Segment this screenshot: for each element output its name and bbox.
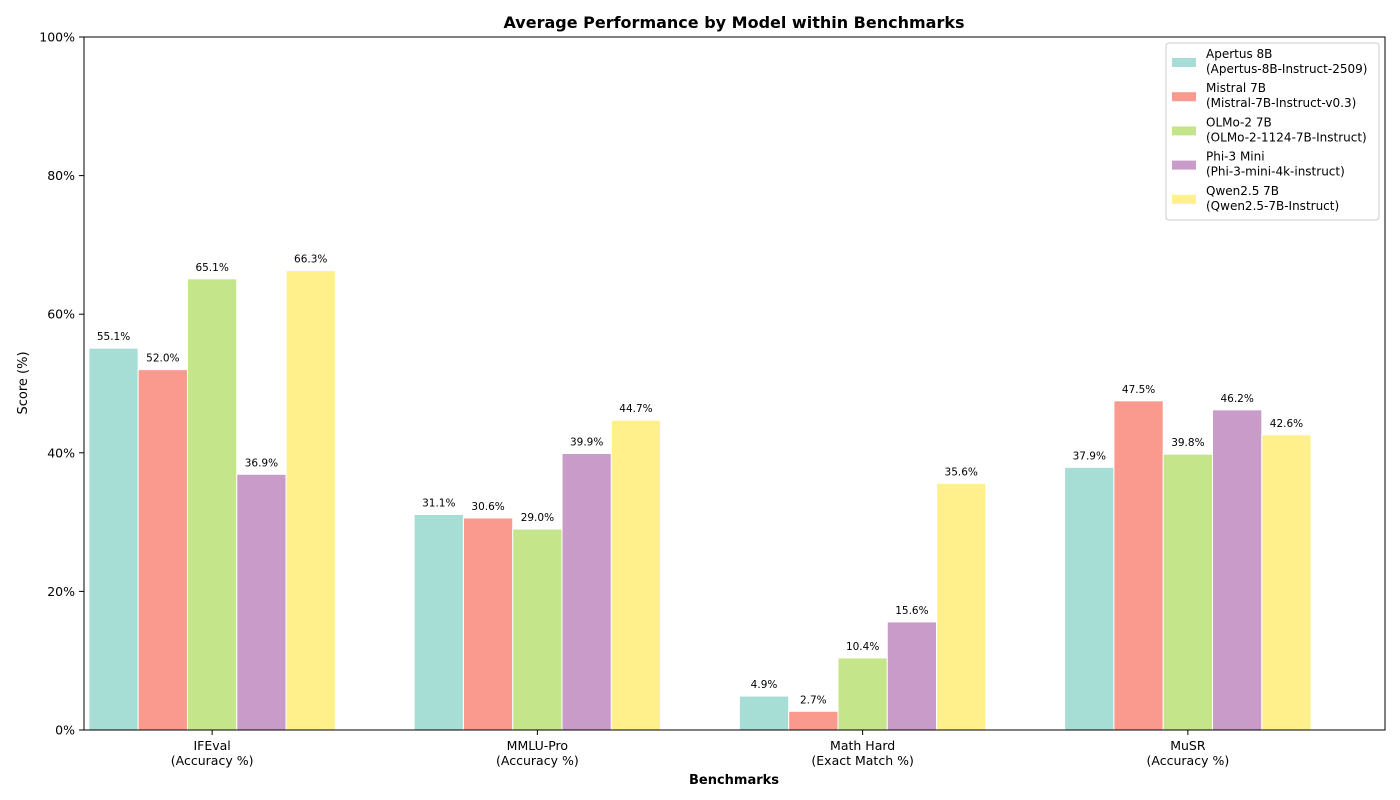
bar-value-label: 36.9% — [245, 457, 278, 469]
bar — [285, 270, 336, 731]
bar-value-label: 46.2% — [1220, 393, 1253, 405]
bar — [137, 369, 188, 731]
bar-value-label: 47.5% — [1122, 384, 1155, 396]
bar-value-label: 35.6% — [945, 466, 978, 478]
bar — [936, 482, 987, 731]
y-tick-label: 20% — [47, 584, 75, 599]
value-labels-group: 55.1% 52.0% 65.1% 36.9% 66.3% 31.1% 30.6% 29.0%… — [97, 254, 1303, 707]
legend-entry-label: (OLMo-2-1124-7B-Instruct) — [1206, 130, 1367, 144]
x-tick-label: MuSR — [1170, 738, 1206, 753]
x-tick-label: (Exact Match %) — [811, 753, 913, 768]
bar-value-label: 42.6% — [1270, 418, 1303, 430]
bar — [236, 473, 287, 731]
bar-value-label: 52.0% — [146, 353, 179, 365]
y-axis-ticks: 0% 20% 40% 60% 80% 100% — [39, 30, 84, 738]
bar — [413, 513, 464, 731]
bar — [1212, 409, 1263, 731]
legend-entry-label: (Phi-3-mini-4k-instruct) — [1206, 165, 1345, 179]
bar — [738, 695, 790, 731]
bar-value-label: 15.6% — [895, 605, 928, 617]
bar — [561, 452, 612, 731]
bar — [788, 710, 839, 731]
bar — [88, 347, 139, 731]
legend-entry-label: Apertus 8B — [1206, 47, 1272, 61]
legend-entry-label: (Apertus-8B-Instruct-2509) — [1206, 62, 1367, 76]
bar-value-label: 2.7% — [800, 694, 827, 706]
bar — [610, 419, 662, 731]
bar-value-label: 44.7% — [619, 403, 652, 415]
bar-value-label: 55.1% — [97, 331, 130, 343]
bar — [1064, 466, 1115, 731]
y-tick-label: 80% — [47, 168, 75, 183]
x-tick-label: IFEval — [193, 738, 230, 753]
y-axis-title: Score (%) — [16, 351, 31, 414]
legend-swatch — [1172, 126, 1196, 136]
bar-value-label: 39.8% — [1171, 437, 1204, 449]
x-tick-label: (Accuracy %) — [496, 753, 579, 768]
y-tick-label: 60% — [47, 307, 75, 322]
legend-entry-label: Phi-3 Mini — [1206, 150, 1265, 164]
legend-entry-label: (Mistral-7B-Instruct-v0.3) — [1206, 96, 1356, 110]
bar-value-label: 66.3% — [294, 254, 327, 266]
legend: Apertus 8B(Apertus-8B-Instruct-2509) Mist… — [1165, 42, 1380, 221]
legend-entry-label: OLMo-2 7B — [1206, 115, 1272, 129]
legend-swatch — [1172, 92, 1196, 102]
y-tick-label: 100% — [39, 30, 75, 45]
legend-frame — [1165, 42, 1380, 221]
y-tick-label: 40% — [47, 445, 75, 460]
bar — [1113, 400, 1164, 731]
bars-group — [88, 270, 1312, 731]
bar-value-label: 37.9% — [1073, 450, 1106, 462]
x-axis-ticks: IFEval(Accuracy %)MMLU-Pro(Accuracy %)Ma… — [171, 730, 1229, 768]
bar-value-label: 65.1% — [195, 262, 228, 274]
bar-value-label: 39.9% — [570, 436, 603, 448]
plot-area-frame — [83, 36, 1386, 731]
chart-title: Average Performance by Model within Benc… — [503, 13, 964, 32]
legend-swatch — [1172, 160, 1196, 170]
bar-value-label: 30.6% — [471, 501, 504, 513]
bar — [1261, 434, 1312, 731]
bar — [837, 657, 888, 731]
bar-value-label: 31.1% — [422, 497, 455, 509]
bar — [512, 528, 563, 731]
bar-value-label: 10.4% — [846, 641, 879, 653]
bar-value-label: 29.0% — [521, 512, 554, 524]
bar-value-label: 4.9% — [751, 679, 778, 691]
bar — [1162, 453, 1214, 731]
x-tick-label: Math Hard — [830, 738, 895, 753]
bar — [886, 621, 938, 731]
legend-entry-label: Mistral 7B — [1206, 81, 1266, 95]
x-tick-label: (Accuracy %) — [1147, 753, 1230, 768]
legend-swatch — [1172, 58, 1196, 67]
x-tick-label: (Accuracy %) — [171, 753, 254, 768]
legend-entry-label: Qwen2.5 7B — [1206, 184, 1279, 198]
bar — [186, 278, 238, 731]
x-axis-title: Benchmarks — [689, 773, 779, 788]
legend-entry-label: (Qwen2.5-7B-Instruct) — [1206, 199, 1339, 213]
bar — [462, 517, 514, 731]
x-tick-label: MMLU-Pro — [507, 738, 568, 753]
y-tick-label: 0% — [55, 723, 75, 738]
legend-swatch — [1172, 194, 1196, 204]
